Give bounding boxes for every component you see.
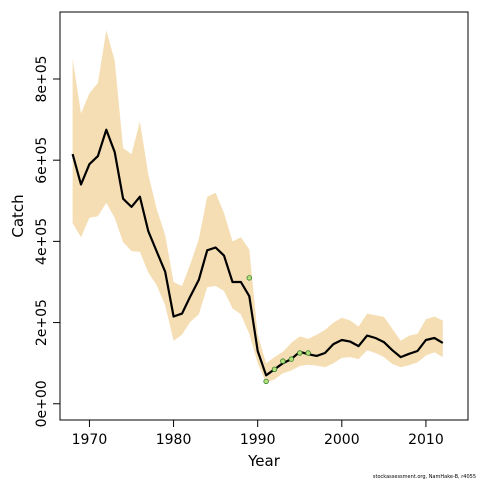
y-tick-label: 2e+05 xyxy=(34,299,50,346)
x-tick-label: 2000 xyxy=(324,432,360,448)
x-axis-title: Year xyxy=(247,452,281,470)
x-tick-label: 2010 xyxy=(408,432,444,448)
observed-catch-point xyxy=(280,358,286,364)
x-axis: 1970 1980 1990 2000 2010 xyxy=(72,420,444,448)
catch-estimate-line xyxy=(71,128,444,377)
observed-catch-point xyxy=(305,350,311,356)
x-tick-label: 1990 xyxy=(240,432,276,448)
y-tick-label: 6e+05 xyxy=(34,137,50,184)
observation-points-layer xyxy=(246,275,311,385)
y-tick-label: 4e+05 xyxy=(34,218,50,265)
x-tick-label: 1970 xyxy=(72,432,108,448)
observed-catch-point xyxy=(288,356,294,362)
observed-catch-point xyxy=(271,366,278,372)
catch-line-layer xyxy=(71,128,444,377)
confidence-band-layer xyxy=(72,30,443,383)
y-axis: 0e+00 2e+05 4e+05 6e+05 8e+05 xyxy=(34,55,60,427)
observed-catch-point xyxy=(263,378,269,385)
plot-frame xyxy=(59,11,469,421)
y-tick-label: 0e+00 xyxy=(34,380,50,427)
observed-catch-point xyxy=(246,275,252,281)
credit-annotation: stockassessment.org, NamHake-B, r4055 xyxy=(373,474,476,480)
y-axis-title: Catch xyxy=(9,194,27,237)
x-tick-label: 1980 xyxy=(156,432,192,448)
confidence-band xyxy=(72,30,443,383)
y-tick-label: 8e+05 xyxy=(34,55,50,102)
observed-catch-point xyxy=(297,350,303,356)
